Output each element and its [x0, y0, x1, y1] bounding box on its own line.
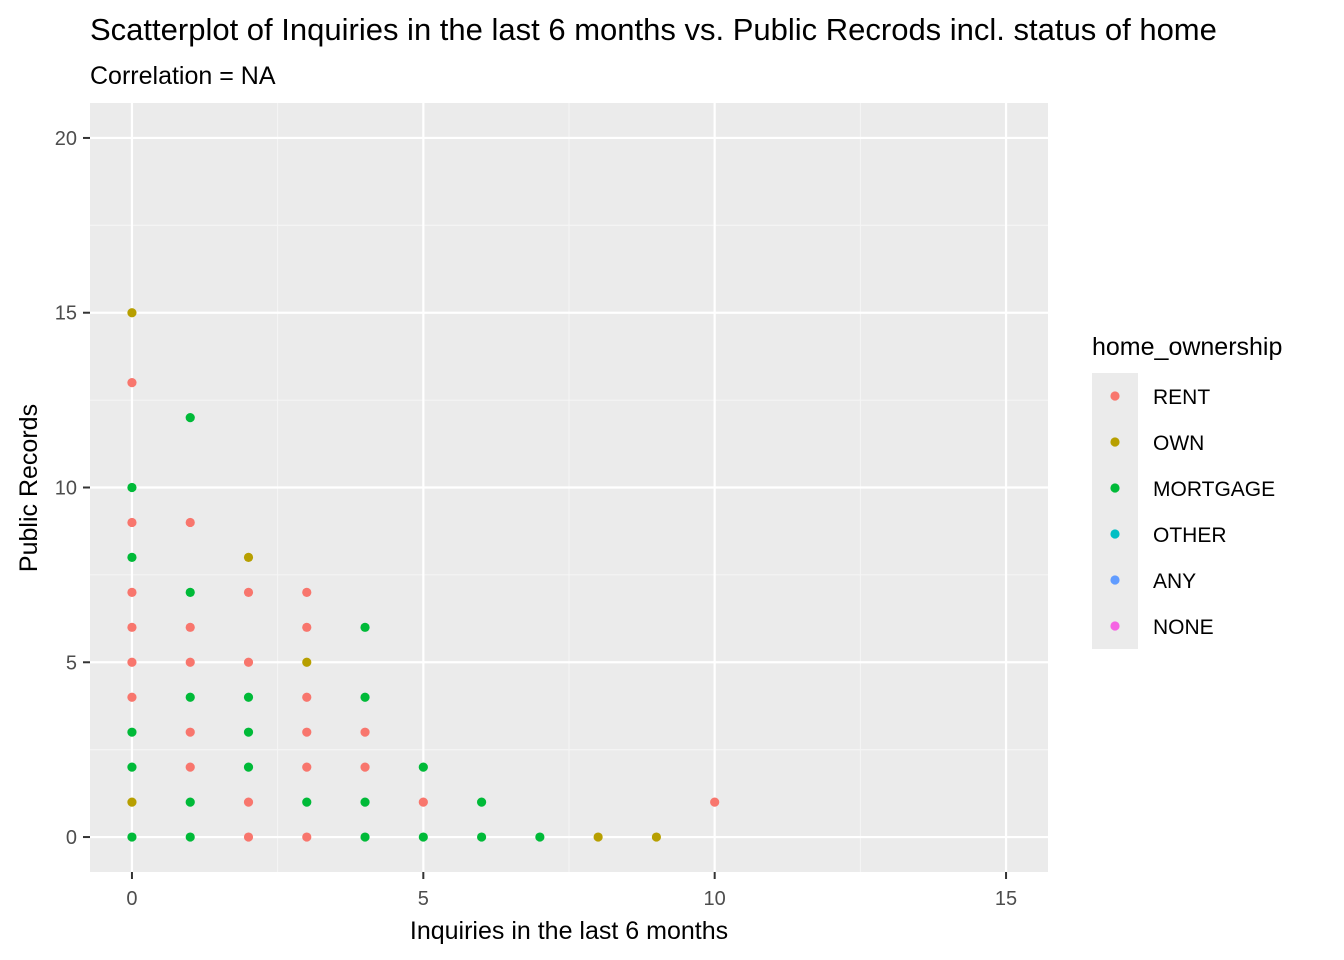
- x-axis-title: Inquiries in the last 6 months: [410, 917, 728, 945]
- data-point: [243, 797, 254, 807]
- legend-key-mortgage: [1110, 483, 1120, 493]
- data-point: [243, 762, 254, 772]
- data-point: [243, 587, 254, 597]
- data-point: [302, 692, 312, 702]
- y-tick-label: 0: [66, 827, 77, 849]
- chart-title: Scatterplot of Inquiries in the last 6 m…: [90, 12, 1217, 47]
- data-point: [243, 692, 254, 702]
- legend-label-mortgage: MORTGAGE: [1153, 478, 1275, 501]
- x-tick-labels: 0 5 10 15: [126, 888, 1017, 910]
- data-point: [127, 587, 137, 597]
- data-point: [360, 727, 370, 737]
- data-point: [127, 727, 137, 737]
- legend-key-rent: [1110, 391, 1120, 401]
- y-tick-label: 5: [66, 652, 77, 674]
- series-mortgage: [127, 412, 545, 842]
- y-tick-labels: 0 5 10 15 20: [55, 128, 77, 849]
- data-point: [127, 482, 137, 493]
- series-rent: [127, 378, 720, 842]
- y-tick-label: 20: [55, 128, 77, 150]
- data-point: [127, 692, 137, 702]
- legend-keys: RENT OWN MORTGAGE OTHER ANY NONE: [1092, 373, 1275, 649]
- grid-major: [90, 103, 1048, 872]
- data-point: [302, 622, 312, 632]
- data-point: [535, 832, 545, 842]
- data-point: [476, 797, 487, 807]
- legend-label-rent: RENT: [1153, 386, 1210, 409]
- data-point: [243, 727, 254, 737]
- data-point: [185, 587, 195, 597]
- data-point: [127, 797, 137, 807]
- y-axis-title: Public Records: [15, 404, 43, 572]
- data-point: [185, 412, 195, 423]
- legend-label-none: NONE: [1153, 616, 1214, 639]
- data-point: [360, 832, 370, 842]
- data-point: [302, 727, 312, 737]
- data-point: [302, 762, 312, 772]
- data-point: [127, 762, 137, 772]
- data-point: [593, 832, 603, 842]
- x-tick-label: 15: [995, 888, 1017, 910]
- data-point: [302, 797, 312, 807]
- legend-label-any: ANY: [1153, 570, 1196, 593]
- data-point: [127, 657, 137, 667]
- data-point: [360, 622, 370, 632]
- data-point: [243, 832, 254, 842]
- legend-key-other: [1110, 529, 1120, 539]
- series-own: [127, 308, 662, 842]
- data-point: [185, 797, 195, 807]
- y-tick-label: 10: [55, 478, 77, 500]
- data-point: [302, 587, 312, 597]
- data-point: [243, 552, 254, 563]
- x-tick-label: 0: [126, 888, 137, 910]
- data-point: [185, 692, 195, 702]
- legend-title: home_ownership: [1092, 333, 1282, 361]
- legend-key-any: [1110, 575, 1120, 585]
- legend: home_ownership RENT OWN MORTGAGE OTHER ANY NO…: [1092, 333, 1282, 649]
- x-tick-label: 5: [418, 888, 429, 910]
- data-point: [127, 622, 137, 632]
- data-point: [476, 832, 487, 842]
- data-point: [243, 657, 254, 667]
- data-points: [127, 308, 720, 842]
- data-point: [418, 832, 428, 842]
- data-point: [302, 832, 312, 842]
- data-point: [360, 762, 370, 772]
- chart-subtitle: Correlation = NA: [90, 62, 276, 90]
- legend-label-other: OTHER: [1153, 524, 1227, 547]
- data-point: [127, 832, 137, 842]
- axis-ticks: [83, 136, 1008, 879]
- legend-key-own: [1110, 437, 1120, 447]
- data-point: [302, 657, 312, 667]
- data-point: [185, 762, 195, 772]
- legend-key-none: [1110, 621, 1120, 631]
- data-point: [127, 378, 137, 388]
- data-point: [185, 517, 195, 528]
- y-tick-label: 15: [55, 303, 77, 325]
- data-point: [127, 517, 137, 528]
- data-point: [185, 657, 195, 667]
- legend-label-own: OWN: [1153, 432, 1204, 455]
- data-point: [418, 762, 428, 772]
- data-point: [710, 797, 720, 807]
- data-point: [127, 552, 137, 563]
- data-point: [185, 727, 195, 737]
- data-point: [127, 308, 137, 318]
- data-point: [418, 797, 428, 807]
- data-point: [185, 832, 195, 842]
- x-tick-label: 10: [704, 888, 726, 910]
- data-point: [360, 797, 370, 807]
- data-point: [185, 622, 195, 632]
- data-point: [360, 692, 370, 702]
- data-point: [651, 832, 662, 842]
